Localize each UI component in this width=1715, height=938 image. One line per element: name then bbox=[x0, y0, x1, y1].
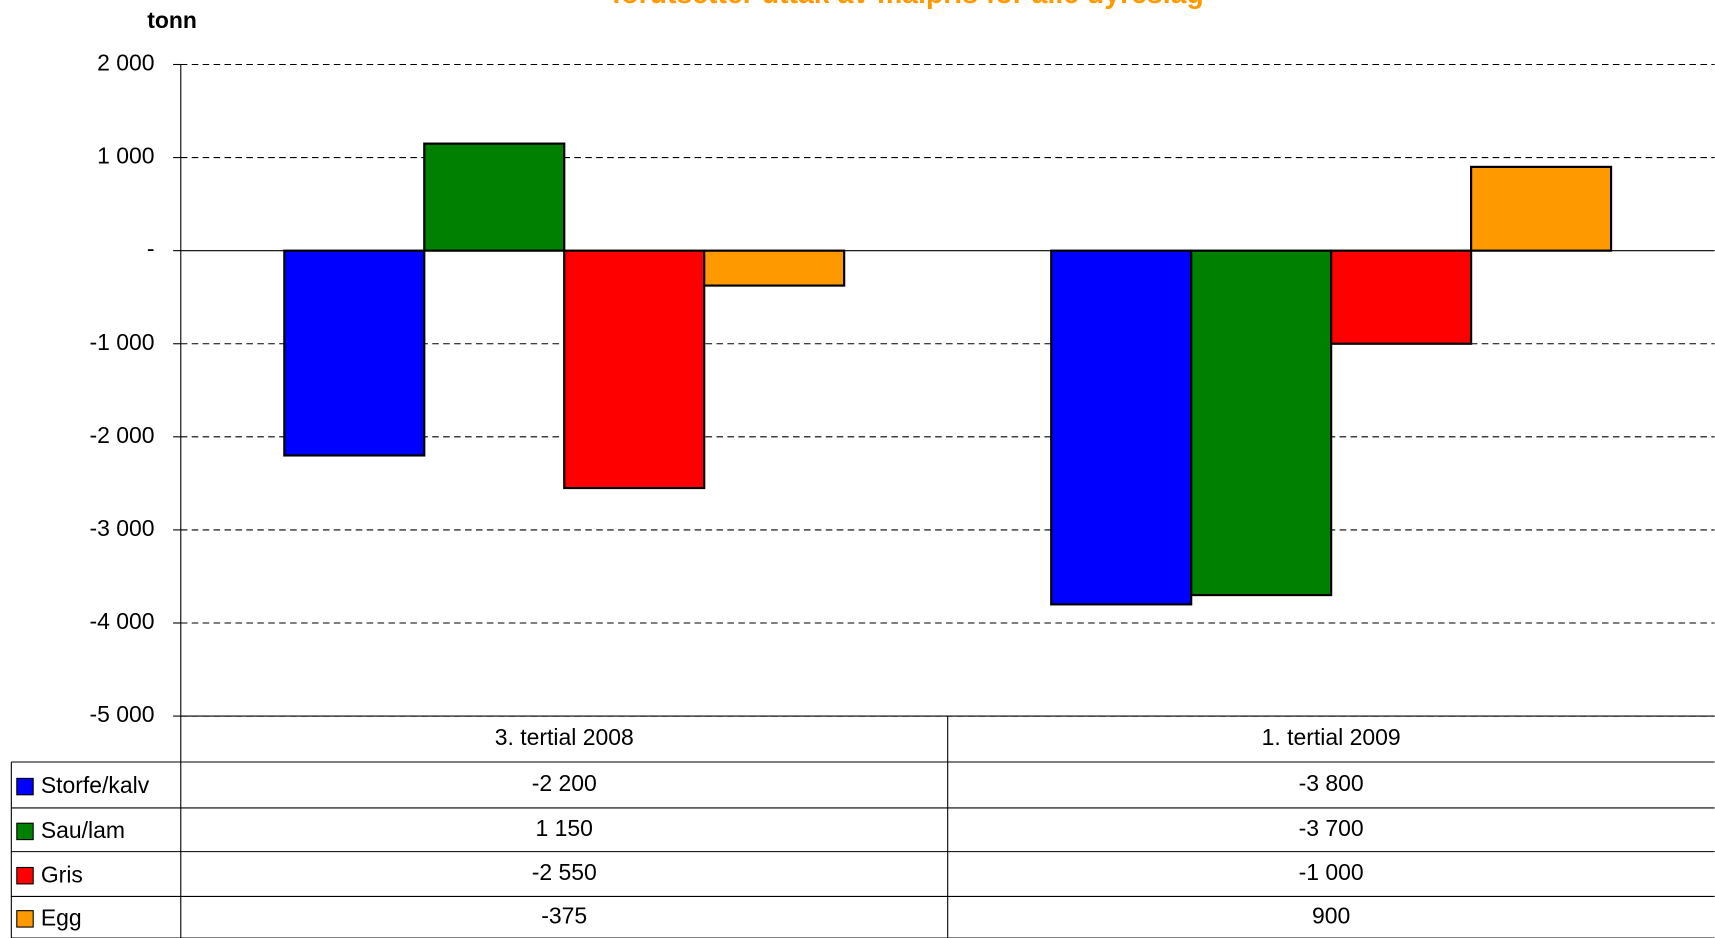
table-value: 900 bbox=[1312, 902, 1350, 928]
chart-title: forutsetter uttak av målpris for alle dy… bbox=[612, 0, 1204, 10]
x-tick-label: 1. tertial 2009 bbox=[1262, 724, 1401, 750]
legend-swatch bbox=[16, 777, 34, 796]
bar bbox=[1470, 165, 1613, 252]
table-value: -1 000 bbox=[1299, 859, 1364, 885]
y-tick-label: -1 000 bbox=[89, 329, 154, 355]
legend-label: Storfe/kalv bbox=[41, 772, 150, 798]
table-value: -375 bbox=[541, 902, 587, 928]
y-tick-label: -4 000 bbox=[89, 608, 154, 634]
table-value: -3 800 bbox=[1299, 770, 1364, 796]
bar bbox=[703, 249, 846, 287]
legend-swatch bbox=[16, 866, 34, 885]
y-tick-label: 1 000 bbox=[97, 143, 154, 169]
bar bbox=[283, 249, 426, 457]
table-value: 1 150 bbox=[536, 815, 593, 841]
y-tick-label: -2 000 bbox=[89, 422, 154, 448]
y-axis-label: tonn bbox=[147, 7, 197, 33]
table-value: -2 550 bbox=[532, 859, 597, 885]
x-tick-label: 3. tertial 2008 bbox=[495, 724, 634, 750]
bar bbox=[563, 249, 706, 490]
y-tick-label: -3 000 bbox=[89, 515, 154, 541]
legend-swatch bbox=[16, 822, 34, 841]
legend-swatch bbox=[16, 910, 34, 928]
y-tick-label: -5 000 bbox=[89, 701, 154, 727]
y-tick-label: - bbox=[147, 236, 155, 262]
bar bbox=[1330, 249, 1473, 345]
table-value: -3 700 bbox=[1299, 815, 1364, 841]
bar bbox=[1050, 249, 1193, 606]
legend-label: Sau/lam bbox=[41, 817, 125, 843]
table-value: -2 200 bbox=[532, 770, 597, 796]
legend-label: Gris bbox=[41, 861, 83, 887]
y-tick-label: 2 000 bbox=[97, 50, 154, 76]
legend-label: Egg bbox=[41, 904, 82, 930]
bar bbox=[1190, 249, 1333, 597]
bar bbox=[423, 142, 566, 252]
